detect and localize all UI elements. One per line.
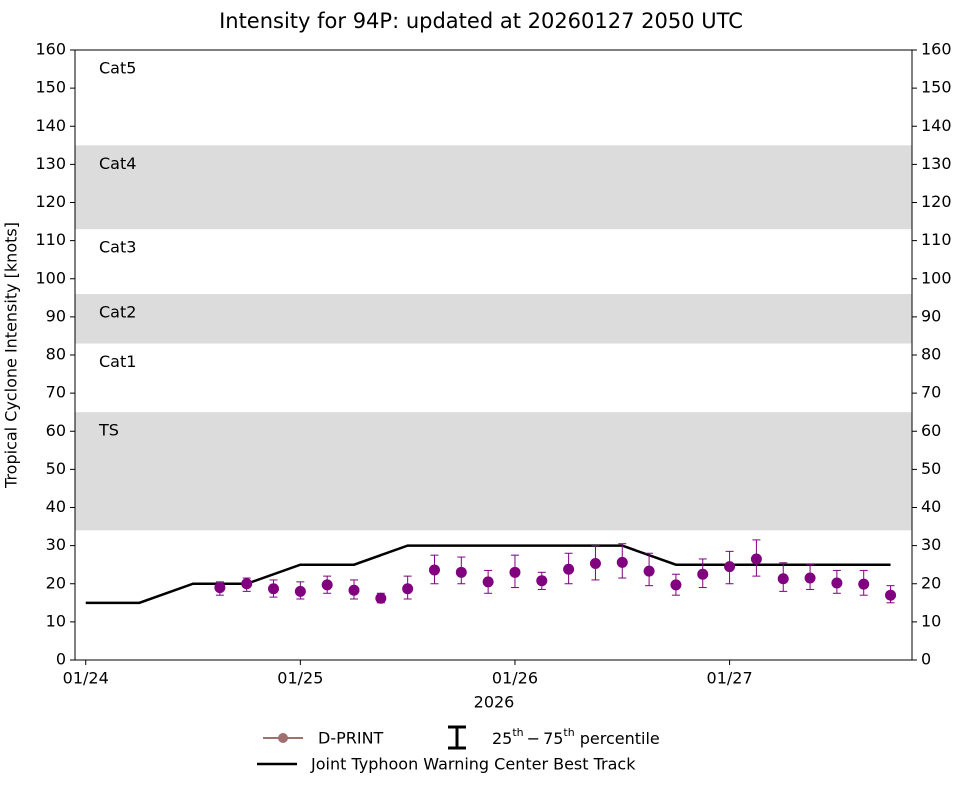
y-tick-label: 10 (46, 611, 66, 630)
legend-text-part: percentile (580, 729, 660, 748)
band-label: Cat4 (99, 154, 136, 173)
legend-label: D-PRINT (318, 729, 384, 748)
legend-label: Joint Typhoon Warning Center Best Track (310, 755, 636, 774)
data-point (402, 583, 414, 595)
band-label: Cat1 (99, 352, 136, 371)
y-tick-label: 140 (35, 116, 66, 135)
legend-marker (278, 733, 288, 743)
y-tick-label: 60 (46, 421, 66, 440)
data-point (697, 568, 709, 580)
data-point (294, 585, 306, 597)
plot-frame (74, 49, 913, 661)
y-tick-label: 0 (56, 650, 66, 669)
y2-tick-label: 0 (921, 650, 931, 669)
data-point (670, 579, 682, 591)
y2-tick-label: 140 (921, 116, 952, 135)
data-point (750, 553, 762, 565)
data-point (455, 566, 467, 578)
y-tick-label: 90 (46, 306, 66, 325)
y2-tick-label: 150 (921, 78, 952, 97)
data-point (724, 561, 736, 573)
y-tick-label: 30 (46, 535, 66, 554)
data-point (268, 583, 280, 595)
y-tick-label: 70 (46, 383, 66, 402)
y-tick-label: 160 (35, 40, 66, 59)
y2-tick-label: 50 (921, 459, 941, 478)
data-point (482, 576, 494, 588)
intensity-band (75, 145, 912, 230)
band-label: TS (98, 421, 119, 440)
y2-tick-label: 30 (921, 535, 941, 554)
x-tick-label: 01/26 (492, 669, 538, 688)
chart-title: Intensity for 94P: updated at 20260127 2… (219, 9, 743, 33)
y-axis-label: Tropical Cyclone Intensity [knots] (2, 222, 21, 489)
data-point (214, 582, 226, 594)
band-label: Cat5 (99, 59, 136, 78)
y2-tick-label: 120 (921, 192, 952, 211)
intensity-band (75, 412, 912, 531)
y2-tick-label: 160 (921, 40, 952, 59)
data-point (777, 573, 789, 585)
data-point (375, 592, 387, 604)
data-point (348, 584, 360, 596)
y2-tick-label: 20 (921, 573, 941, 592)
legend-text-part: th (563, 726, 574, 739)
data-point (804, 572, 816, 584)
intensity-band (75, 294, 912, 344)
y-tick-label: 100 (35, 268, 66, 287)
data-point (589, 558, 601, 570)
y2-tick-label: 130 (921, 154, 952, 173)
data-point (321, 579, 333, 591)
y-tick-label: 130 (35, 154, 66, 173)
legend-text-part: 75 (543, 729, 563, 748)
x-tick-label: 01/27 (707, 669, 753, 688)
y-tick-label: 120 (35, 192, 66, 211)
data-point (428, 564, 440, 576)
y-tick-label: 50 (46, 459, 66, 478)
band-label: Cat2 (99, 303, 136, 322)
x-tick-label: 01/25 (277, 669, 323, 688)
y2-tick-label: 40 (921, 497, 941, 516)
data-point (536, 575, 548, 587)
legend-text-part: th (512, 726, 523, 739)
y2-tick-label: 70 (921, 383, 941, 402)
data-point (616, 556, 628, 568)
y2-tick-label: 80 (921, 345, 941, 364)
y2-tick-label: 90 (921, 306, 941, 325)
data-point (509, 566, 521, 578)
x-axis-label: 2026 (474, 693, 515, 712)
y2-tick-label: 110 (921, 230, 952, 249)
x-tick-label: 01/24 (63, 669, 109, 688)
data-point (885, 589, 897, 601)
y-tick-label: 20 (46, 573, 66, 592)
data-point (563, 563, 575, 575)
band-label: Cat3 (99, 238, 136, 257)
y-tick-label: 80 (46, 345, 66, 364)
y-tick-label: 150 (35, 78, 66, 97)
y-tick-label: 40 (46, 497, 66, 516)
data-point (241, 578, 253, 590)
y-tick-label: 110 (35, 230, 66, 249)
y2-tick-label: 10 (921, 611, 941, 630)
legend-text-part: 25 (492, 729, 512, 748)
legend-text-part: − (527, 729, 540, 748)
legend-label: 25th −75th percentile (492, 726, 660, 748)
data-point (831, 577, 843, 589)
y2-tick-label: 60 (921, 421, 941, 440)
data-point (858, 578, 870, 590)
data-point (643, 565, 655, 577)
y2-tick-label: 100 (921, 268, 952, 287)
